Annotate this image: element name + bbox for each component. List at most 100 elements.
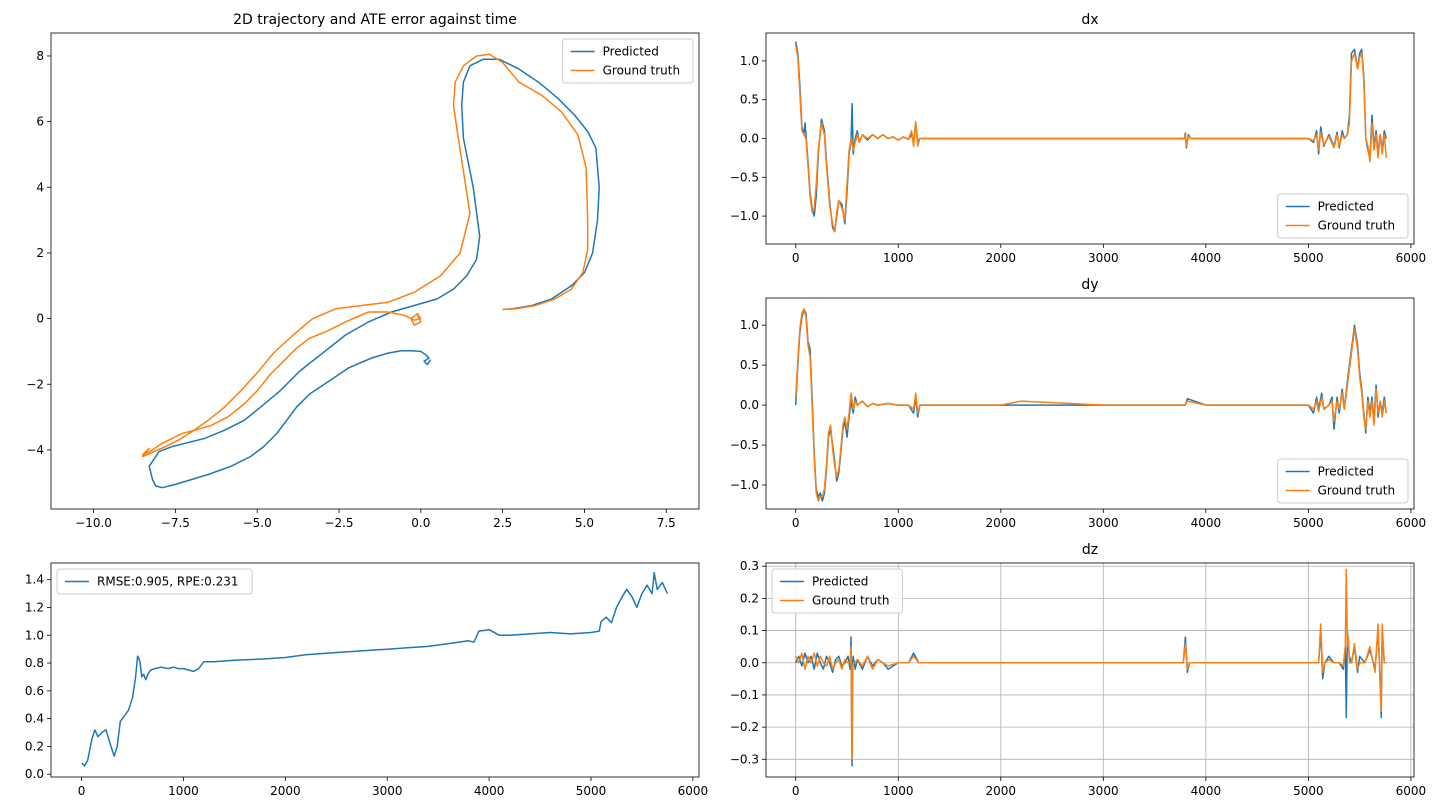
x-tick-label: 3000 [1088,251,1119,265]
legend: Predicted Ground truth [1277,193,1409,239]
x-tick-label: 2.5 [493,516,512,530]
legend: Predicted Ground truth [1277,458,1409,504]
x-tick-label: 0 [792,784,800,798]
y-tick-label: −1.0 [730,478,759,492]
x-tick-label: 6000 [678,784,709,798]
chart-title: dx [1081,12,1098,28]
y-tick-label: −0.3 [730,752,759,766]
y-tick-label: 0.0 [25,767,44,781]
chart-dx: 0 1000 2000 3000 4000 5000 6000 −1.0 −0.5 0.0 0.5 1… [730,12,1426,265]
chart-title: dz [1082,542,1098,558]
x-tick-label: 0 [792,251,800,265]
legend-label: Ground truth [812,594,890,608]
x-tick-label: 0 [792,516,800,530]
y-tick-label: 0.5 [740,93,759,107]
x-tick-label: 6000 [1396,784,1427,798]
y-tick-label: −0.5 [730,170,759,184]
y-tick-label: −2 [26,377,44,391]
y-tick-label: 0.1 [740,624,759,638]
y-tick-label: 2 [36,246,44,260]
legend-label: RMSE:0.905, RPE:0.231 [97,575,238,589]
axes-frame [50,562,700,778]
legend-label: Predicted [1318,200,1374,214]
x-tick-label: 5000 [1293,784,1324,798]
x-tick-label: 4000 [1191,251,1222,265]
legend-box [56,568,253,595]
chart-title: dy [1081,277,1098,293]
legend-label: Ground truth [1318,484,1396,498]
y-tick-label: 1.4 [25,573,44,587]
y-tick-label: 0.8 [25,656,44,670]
legend-box [562,38,694,84]
chart-title: 2D trajectory and ATE error against time [233,12,517,28]
x-tick-label: 0.0 [411,516,430,530]
x-tick-label: −5.0 [243,516,272,530]
legend: Predicted Ground truth [562,38,694,84]
legend-box [1277,458,1409,504]
x-tick-label: 1000 [883,784,914,798]
x-tick-label: 2000 [270,784,301,798]
y-tick-label: 0.0 [740,398,759,412]
legend-box [771,568,903,614]
y-tick-label: 1.0 [740,54,759,68]
x-tick-label: 4000 [1191,516,1222,530]
series-line-ground-truth [794,308,1388,502]
y-tick-label: 1.0 [25,628,44,642]
legend-label: Predicted [603,45,659,59]
chart-dy: 0 1000 2000 3000 4000 5000 6000 −1.0 −0.5 0.0 0.5 1… [730,277,1426,530]
plot-area [51,563,699,777]
series-line-ground-truth [795,568,1387,761]
y-tick-label: 0.2 [740,591,759,605]
x-tick-label: 3000 [372,784,403,798]
x-tick-label: 6000 [1396,516,1427,530]
series-line-ground-truth [794,45,1388,233]
x-tick-label: 2000 [986,251,1017,265]
y-tick-label: 4 [36,180,44,194]
y-tick-label: 0.4 [25,712,44,726]
y-tick-label: −1.0 [730,209,759,223]
x-tick-label: 1000 [168,784,199,798]
x-tick-label: −2.5 [324,516,353,530]
x-tick-label: 0 [78,784,86,798]
x-tick-label: 4000 [474,784,505,798]
y-tick-label: 0.0 [740,132,759,146]
y-tick-label: 8 [36,49,44,63]
x-tick-label: 1000 [883,516,914,530]
plot-area [51,33,699,509]
x-tick-label: 3000 [1088,516,1119,530]
y-tick-label: −0.2 [730,720,759,734]
y-tick-label: −4 [26,443,44,457]
legend-label: Predicted [812,575,868,589]
x-tick-label: 5000 [1293,251,1324,265]
y-tick-label: 0.3 [740,559,759,573]
legend-box [1277,193,1409,239]
y-tick-label: 0.5 [740,358,759,372]
x-tick-label: 3000 [1088,784,1119,798]
x-tick-label: 5000 [1293,516,1324,530]
y-tick-label: −0.5 [730,438,759,452]
chart-traj: −10.0 −7.5 −5.0 −2.5 0.0 2.5 5.0 7.5 −4 −2 0 2 4 6 8 2D… [26,12,700,530]
y-tick-label: 0.0 [740,656,759,670]
legend-label: Ground truth [1318,219,1396,233]
x-tick-label: −10.0 [75,516,112,530]
y-tick-label: 1.2 [25,600,44,614]
y-tick-label: 1.0 [740,318,759,332]
legend-label: Ground truth [603,64,681,78]
series-line-ground-truth [141,53,589,458]
x-tick-label: 5.0 [575,516,594,530]
x-tick-label: 2000 [986,784,1017,798]
legend-label: Predicted [1318,465,1374,479]
axes-frame [765,562,1415,778]
y-tick-label: 6 [36,115,44,129]
x-tick-label: 7.5 [657,516,676,530]
chart-dz: 0 1000 2000 3000 4000 5000 6000 −0.3 −0.2 −0.1 0.0… [730,542,1426,798]
axes-frame [765,297,1415,510]
x-tick-label: 2000 [986,516,1017,530]
series-line-predicted [148,58,600,489]
y-tick-label: 0.2 [25,739,44,753]
x-tick-label: 1000 [883,251,914,265]
legend: RMSE:0.905, RPE:0.231 [56,568,253,595]
x-tick-label: 5000 [576,784,607,798]
x-tick-label: 4000 [1191,784,1222,798]
series-line-predicted [81,571,669,767]
